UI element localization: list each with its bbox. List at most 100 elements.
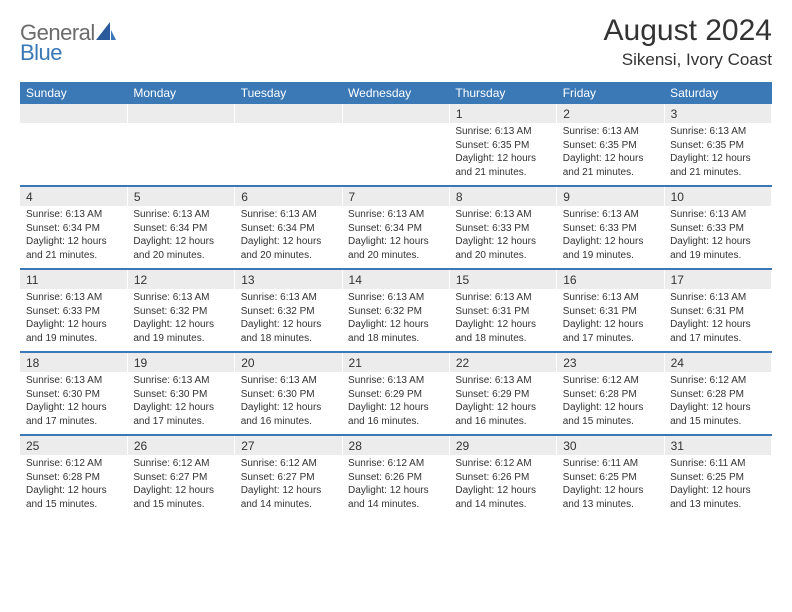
info-cell: Sunrise: 6:13 AMSunset: 6:34 PMDaylight:… xyxy=(235,206,342,269)
sunset-line: Sunset: 6:26 PM xyxy=(348,471,443,485)
date-cell: 11 xyxy=(20,269,127,289)
sunset-line: Sunset: 6:32 PM xyxy=(348,305,443,319)
date-cell: 3 xyxy=(664,104,771,123)
day-header: Sunday xyxy=(20,82,127,104)
date-cell: 20 xyxy=(235,352,342,372)
sunset-line: Sunset: 6:33 PM xyxy=(455,222,550,236)
sunrise-line: Sunrise: 6:13 AM xyxy=(26,291,121,305)
daylight-line: Daylight: 12 hours and 21 minutes. xyxy=(26,235,121,262)
sunset-line: Sunset: 6:34 PM xyxy=(348,222,443,236)
daylight-line: Daylight: 12 hours and 14 minutes. xyxy=(348,484,443,511)
sunrise-line: Sunrise: 6:12 AM xyxy=(133,457,228,471)
info-cell: Sunrise: 6:12 AMSunset: 6:27 PMDaylight:… xyxy=(235,455,342,517)
sunset-line: Sunset: 6:26 PM xyxy=(455,471,550,485)
info-cell: Sunrise: 6:12 AMSunset: 6:28 PMDaylight:… xyxy=(557,372,664,435)
date-cell: 1 xyxy=(449,104,556,123)
daylight-line: Daylight: 12 hours and 21 minutes. xyxy=(455,152,550,179)
info-cell: Sunrise: 6:13 AMSunset: 6:31 PMDaylight:… xyxy=(664,289,771,352)
info-row: Sunrise: 6:12 AMSunset: 6:28 PMDaylight:… xyxy=(20,455,772,517)
logo-text: General Blue xyxy=(20,20,116,72)
daylight-line: Daylight: 12 hours and 21 minutes. xyxy=(563,152,658,179)
info-cell: Sunrise: 6:11 AMSunset: 6:25 PMDaylight:… xyxy=(664,455,771,517)
info-cell: Sunrise: 6:13 AMSunset: 6:34 PMDaylight:… xyxy=(20,206,127,269)
info-cell: Sunrise: 6:11 AMSunset: 6:25 PMDaylight:… xyxy=(557,455,664,517)
day-header: Monday xyxy=(127,82,234,104)
sunrise-line: Sunrise: 6:13 AM xyxy=(563,125,658,139)
daylight-line: Daylight: 12 hours and 17 minutes. xyxy=(563,318,658,345)
info-cell xyxy=(235,123,342,186)
daylight-line: Daylight: 12 hours and 15 minutes. xyxy=(670,401,765,428)
daylight-line: Daylight: 12 hours and 16 minutes. xyxy=(348,401,443,428)
info-cell: Sunrise: 6:13 AMSunset: 6:30 PMDaylight:… xyxy=(127,372,234,435)
sunrise-line: Sunrise: 6:13 AM xyxy=(455,208,550,222)
date-row: 45678910 xyxy=(20,186,772,206)
date-cell: 27 xyxy=(235,435,342,455)
sunset-line: Sunset: 6:30 PM xyxy=(26,388,121,402)
sunset-line: Sunset: 6:34 PM xyxy=(241,222,336,236)
date-row: 18192021222324 xyxy=(20,352,772,372)
sunrise-line: Sunrise: 6:13 AM xyxy=(455,291,550,305)
date-cell: 8 xyxy=(449,186,556,206)
daylight-line: Daylight: 12 hours and 19 minutes. xyxy=(133,318,228,345)
daylight-line: Daylight: 12 hours and 19 minutes. xyxy=(563,235,658,262)
daylight-line: Daylight: 12 hours and 17 minutes. xyxy=(26,401,121,428)
date-cell xyxy=(20,104,127,123)
daylight-line: Daylight: 12 hours and 17 minutes. xyxy=(133,401,228,428)
daylight-line: Daylight: 12 hours and 15 minutes. xyxy=(26,484,121,511)
sunset-line: Sunset: 6:33 PM xyxy=(26,305,121,319)
info-row: Sunrise: 6:13 AM Sunset: 6:35 PM Daylight:… xyxy=(20,123,772,186)
date-cell: 15 xyxy=(449,269,556,289)
sunset-line: Sunset: 6:33 PM xyxy=(563,222,658,236)
date-cell: 22 xyxy=(449,352,556,372)
sunrise-line: Sunrise: 6:11 AM xyxy=(563,457,658,471)
date-cell: 21 xyxy=(342,352,449,372)
sunrise-line: Sunrise: 6:13 AM xyxy=(348,208,443,222)
info-cell: Sunrise: 6:12 AMSunset: 6:27 PMDaylight:… xyxy=(127,455,234,517)
sunrise-line: Sunrise: 6:11 AM xyxy=(670,457,765,471)
info-cell: Sunrise: 6:13 AMSunset: 6:32 PMDaylight:… xyxy=(235,289,342,352)
sunset-line: Sunset: 6:25 PM xyxy=(670,471,765,485)
daylight-line: Daylight: 12 hours and 20 minutes. xyxy=(133,235,228,262)
date-cell xyxy=(127,104,234,123)
daylight-line: Daylight: 12 hours and 18 minutes. xyxy=(455,318,550,345)
location: Sikensi, Ivory Coast xyxy=(604,50,772,70)
date-cell xyxy=(342,104,449,123)
sunset-line: Sunset: 6:30 PM xyxy=(133,388,228,402)
date-cell: 26 xyxy=(127,435,234,455)
calendar-body: 123Sunrise: 6:13 AMSunset: 6:35 PMDaylig… xyxy=(20,104,772,517)
date-cell: 24 xyxy=(664,352,771,372)
date-cell: 17 xyxy=(664,269,771,289)
sunset-line: Sunset: 6:32 PM xyxy=(133,305,228,319)
sunset-line: Sunset: 6:31 PM xyxy=(455,305,550,319)
day-header: Thursday xyxy=(449,82,556,104)
sunrise-line: Sunrise: 6:13 AM xyxy=(133,291,228,305)
info-row: Sunrise: 6:13 AMSunset: 6:30 PMDaylight:… xyxy=(20,372,772,435)
sunrise-line: Sunrise: 6:13 AM xyxy=(133,374,228,388)
logo-text-blue: Blue xyxy=(20,40,62,65)
info-cell: Sunrise: 6:13 AMSunset: 6:35 PMDaylight:… xyxy=(557,123,664,186)
sunset-line: Sunset: 6:25 PM xyxy=(563,471,658,485)
daylight-line: Daylight: 12 hours and 19 minutes. xyxy=(670,235,765,262)
sunrise-line: Sunrise: 6:12 AM xyxy=(241,457,336,471)
date-cell: 12 xyxy=(127,269,234,289)
info-cell xyxy=(20,123,127,186)
sunset-line: Sunset: 6:27 PM xyxy=(133,471,228,485)
date-cell: 7 xyxy=(342,186,449,206)
title-block: August 2024 Sikensi, Ivory Coast xyxy=(604,14,772,70)
daylight-line: Daylight: 12 hours and 15 minutes. xyxy=(563,401,658,428)
date-row: 123 xyxy=(20,104,772,123)
sunrise-line: Sunrise: 6:12 AM xyxy=(348,457,443,471)
date-cell xyxy=(235,104,342,123)
date-cell: 2 xyxy=(557,104,664,123)
date-cell: 25 xyxy=(20,435,127,455)
info-cell: Sunrise: 6:13 AMSunset: 6:31 PMDaylight:… xyxy=(449,289,556,352)
sunrise-line: Sunrise: 6:13 AM xyxy=(26,208,121,222)
day-header: Friday xyxy=(557,82,664,104)
sunset-line: Sunset: 6:35 PM xyxy=(670,139,765,153)
date-cell: 29 xyxy=(449,435,556,455)
daylight-line: Daylight: 12 hours and 20 minutes. xyxy=(241,235,336,262)
info-cell: Sunrise: 6:13 AMSunset: 6:32 PMDaylight:… xyxy=(342,289,449,352)
date-cell: 19 xyxy=(127,352,234,372)
info-cell: Sunrise: 6:13 AMSunset: 6:33 PMDaylight:… xyxy=(449,206,556,269)
sunset-line: Sunset: 6:34 PM xyxy=(26,222,121,236)
